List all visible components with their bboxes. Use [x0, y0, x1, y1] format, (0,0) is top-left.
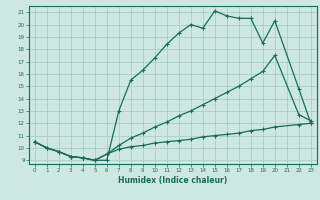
X-axis label: Humidex (Indice chaleur): Humidex (Indice chaleur) — [118, 176, 228, 185]
